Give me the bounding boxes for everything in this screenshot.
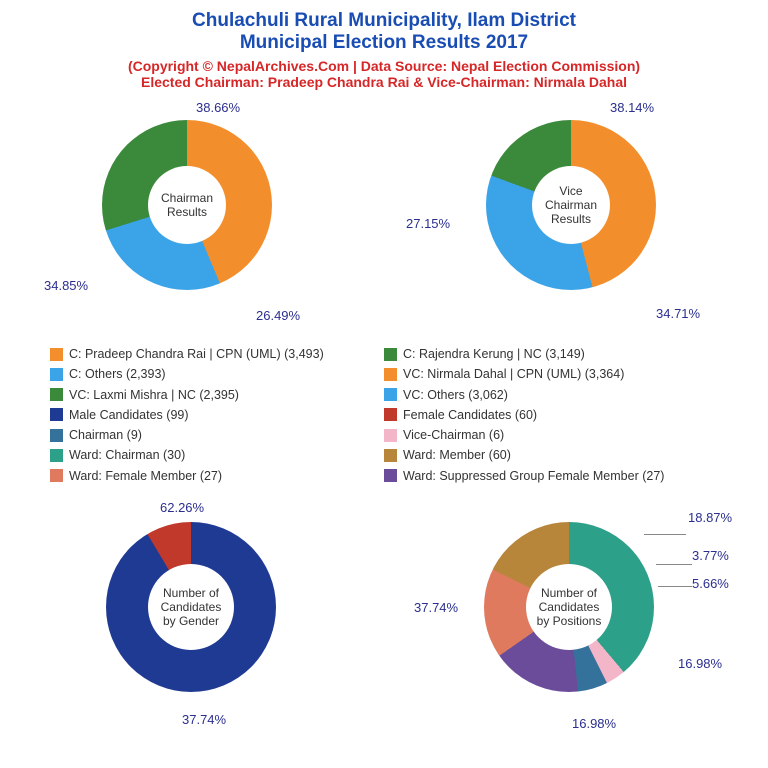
legend-swatch <box>50 368 63 381</box>
legend-text: VC: Others (3,062) <box>403 387 508 403</box>
slice-percent-label: 5.66% <box>692 576 729 591</box>
slice-percent-label: 38.14% <box>610 100 654 115</box>
election-results-infographic: Chulachuli Rural Municipality, Ilam Dist… <box>0 0 768 768</box>
legend-text: VC: Laxmi Mishra | NC (2,395) <box>69 387 239 403</box>
legend-swatch <box>384 469 397 482</box>
vice-chairman-results-chart: ViceChairmanResults 38.14% 34.71% 27.15% <box>406 98 746 338</box>
candidates-by-positions-chart: Number ofCandidatesby Positions 18.87% 3.7… <box>406 494 746 734</box>
leader-line <box>658 586 692 587</box>
leader-line <box>644 534 686 535</box>
slice-percent-label: 16.98% <box>678 656 722 671</box>
legend-text: Female Candidates (60) <box>403 407 537 423</box>
legend-item: VC: Nirmala Dahal | CPN (UML) (3,364) <box>384 366 718 382</box>
legend-swatch <box>384 368 397 381</box>
leader-line <box>656 564 692 565</box>
candidates-by-gender-chart: Number ofCandidatesby Gender 62.26% 37.74% <box>22 494 362 734</box>
legend-item: C: Pradeep Chandra Rai | CPN (UML) (3,49… <box>50 346 384 362</box>
legend-text: C: Others (2,393) <box>69 366 166 382</box>
legend-item: C: Others (2,393) <box>50 366 384 382</box>
legend-swatch <box>50 429 63 442</box>
legend-text: Ward: Member (60) <box>403 447 511 463</box>
legend-text: VC: Nirmala Dahal | CPN (UML) (3,364) <box>403 366 624 382</box>
legend-swatch <box>50 449 63 462</box>
subtitle-line-1: (Copyright © NepalArchives.Com | Data So… <box>0 58 768 74</box>
slice-percent-label: 18.87% <box>688 510 732 525</box>
legend-text: Ward: Chairman (30) <box>69 447 185 463</box>
legend-item: VC: Others (3,062) <box>384 387 718 403</box>
legend-text: Ward: Suppressed Group Female Member (27… <box>403 468 664 484</box>
legend-item: Ward: Chairman (30) <box>50 447 384 463</box>
donut-center-label: Number ofCandidatesby Positions <box>526 564 612 650</box>
slice-percent-label: 34.71% <box>656 306 700 321</box>
slice-percent-label: 27.15% <box>406 216 450 231</box>
legend-text: Ward: Female Member (27) <box>69 468 222 484</box>
title-line-2: Municipal Election Results 2017 <box>0 32 768 54</box>
legend-swatch <box>50 469 63 482</box>
legend-item: C: Rajendra Kerung | NC (3,149) <box>384 346 718 362</box>
top-charts-row: ChairmanResults 38.66% 26.49% 34.85% ViceCh… <box>0 98 768 338</box>
legend-text: Vice-Chairman (6) <box>403 427 504 443</box>
donut-center-label: ChairmanResults <box>148 166 226 244</box>
legend-item: VC: Laxmi Mishra | NC (2,395) <box>50 387 384 403</box>
legend: C: Pradeep Chandra Rai | CPN (UML) (3,49… <box>0 338 768 492</box>
slice-percent-label: 16.98% <box>572 716 616 731</box>
legend-item: Chairman (9) <box>50 427 384 443</box>
donut-center-label: ViceChairmanResults <box>532 166 610 244</box>
slice-percent-label: 37.74% <box>414 600 458 615</box>
legend-item: Ward: Suppressed Group Female Member (27… <box>384 468 718 484</box>
legend-text: C: Pradeep Chandra Rai | CPN (UML) (3,49… <box>69 346 324 362</box>
legend-swatch <box>50 348 63 361</box>
legend-item: Vice-Chairman (6) <box>384 427 718 443</box>
slice-percent-label: 26.49% <box>256 308 300 323</box>
legend-swatch <box>384 348 397 361</box>
title-line-1: Chulachuli Rural Municipality, Ilam Dist… <box>0 0 768 32</box>
slice-percent-label: 34.85% <box>44 278 88 293</box>
legend-item: Ward: Female Member (27) <box>50 468 384 484</box>
chairman-results-chart: ChairmanResults 38.66% 26.49% 34.85% <box>22 98 362 338</box>
legend-swatch <box>384 388 397 401</box>
legend-swatch <box>50 388 63 401</box>
slice-percent-label: 3.77% <box>692 548 729 563</box>
legend-swatch <box>50 408 63 421</box>
subtitle-line-2: Elected Chairman: Pradeep Chandra Rai & … <box>0 74 768 90</box>
legend-swatch <box>384 449 397 462</box>
donut-center-label: Number ofCandidatesby Gender <box>148 564 234 650</box>
legend-item: Female Candidates (60) <box>384 407 718 423</box>
bottom-charts-row: Number ofCandidatesby Gender 62.26% 37.74%… <box>0 494 768 734</box>
legend-text: Male Candidates (99) <box>69 407 189 423</box>
legend-swatch <box>384 429 397 442</box>
legend-left-column: C: Pradeep Chandra Rai | CPN (UML) (3,49… <box>50 344 384 486</box>
slice-percent-label: 37.74% <box>182 712 226 727</box>
legend-text: C: Rajendra Kerung | NC (3,149) <box>403 346 585 362</box>
legend-right-column: C: Rajendra Kerung | NC (3,149) VC: Nirma… <box>384 344 718 486</box>
legend-text: Chairman (9) <box>69 427 142 443</box>
slice-percent-label: 38.66% <box>196 100 240 115</box>
legend-item: Male Candidates (99) <box>50 407 384 423</box>
legend-item: Ward: Member (60) <box>384 447 718 463</box>
slice-percent-label: 62.26% <box>160 500 204 515</box>
legend-swatch <box>384 408 397 421</box>
